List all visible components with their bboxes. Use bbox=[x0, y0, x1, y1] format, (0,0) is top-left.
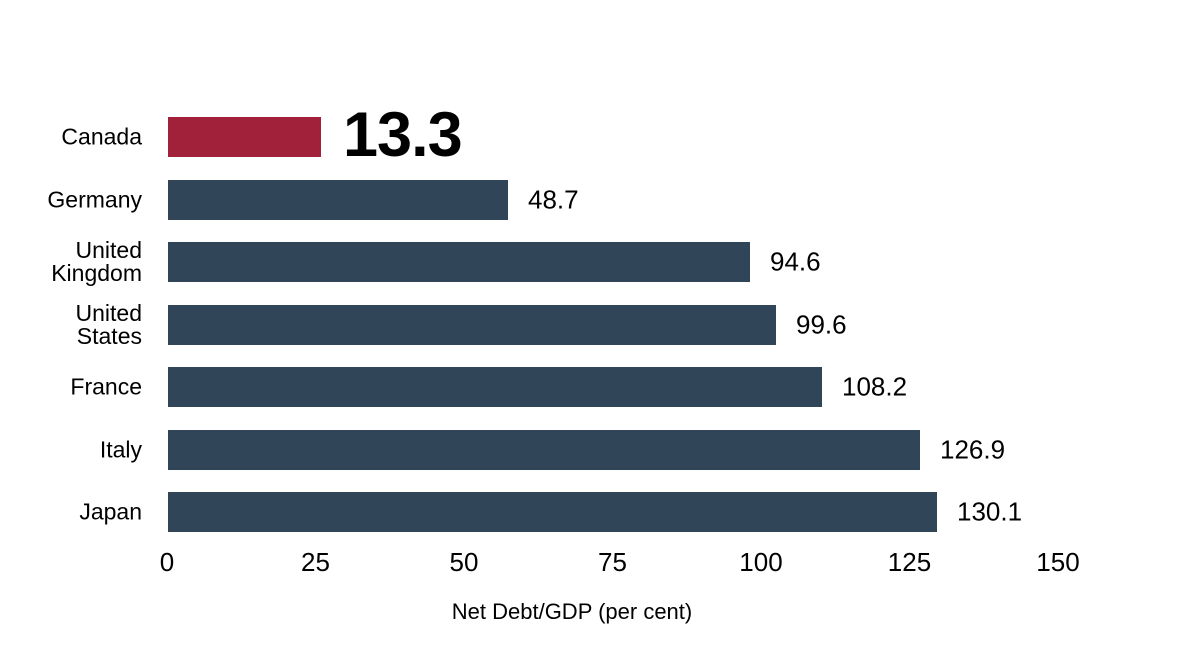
bar bbox=[168, 242, 750, 282]
bar bbox=[168, 492, 937, 532]
x-tick-label: 25 bbox=[301, 547, 330, 577]
x-axis-title: Net Debt/GDP (per cent) bbox=[451, 599, 693, 624]
country-label: Canada bbox=[61, 123, 142, 150]
bar-row: Italy 126.9 bbox=[0, 429, 1200, 470]
value-label: 99.6 bbox=[796, 309, 847, 339]
country-label: Italy bbox=[99, 436, 142, 462]
bar-row: France 108.2 bbox=[0, 367, 1200, 407]
country-label: United Kingdom bbox=[51, 237, 142, 286]
x-tick-label: 50 bbox=[449, 547, 479, 577]
bar-row: Japan 130.1 bbox=[0, 492, 1200, 532]
country-label: Japan bbox=[79, 498, 142, 525]
bar-row: United States 99.6 bbox=[0, 299, 1200, 349]
bar bbox=[168, 367, 822, 407]
bar-row: United Kingdom 94.6 bbox=[0, 237, 1200, 286]
x-tick-label: 100 bbox=[739, 547, 783, 577]
country-label: France bbox=[70, 373, 142, 400]
country-label: United States bbox=[75, 299, 142, 349]
value-label: 94.6 bbox=[770, 246, 821, 277]
x-tick-label: 150 bbox=[1036, 547, 1080, 577]
bar bbox=[168, 304, 776, 345]
country-label: Germany bbox=[47, 186, 142, 212]
bar bbox=[168, 429, 920, 470]
bar-row: Canada 13.3 bbox=[0, 100, 1200, 170]
value-label: 13.3 bbox=[343, 99, 463, 170]
x-tick-label: 75 bbox=[598, 547, 627, 577]
value-label: 108.2 bbox=[842, 371, 908, 402]
x-tick-label: 0 bbox=[159, 547, 175, 577]
x-tick-label: 125 bbox=[887, 547, 932, 577]
bar-row: Germany 48.7 bbox=[0, 179, 1200, 220]
value-label: 126.9 bbox=[940, 434, 1006, 464]
bar-highlighted bbox=[168, 117, 321, 157]
value-label: 48.7 bbox=[528, 184, 579, 214]
bar bbox=[168, 179, 508, 220]
value-label: 130.1 bbox=[957, 496, 1023, 527]
